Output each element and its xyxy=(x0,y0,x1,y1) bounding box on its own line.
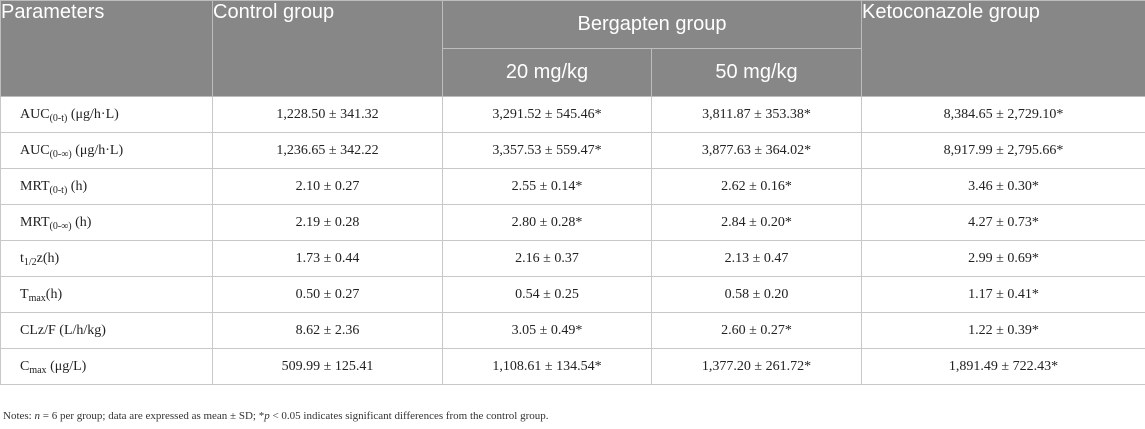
parameter-unit: (μg/L) xyxy=(46,358,87,374)
header-dose-50: 50 mg/kg xyxy=(650,48,863,97)
table-row: MRT(0-∞) (h) 2.19 ± 0.28 2.80 ± 0.28* 2.84 … xyxy=(0,204,1145,241)
parameter-subscript: (0-t) xyxy=(49,112,68,124)
header-control-group: Control group xyxy=(212,0,443,97)
header-row: Parameters Control group Bergapten group… xyxy=(0,0,1145,97)
cell-bergapten-50: 1,377.20 ± 261.72* xyxy=(650,348,863,385)
cell-bergapten-20: 3,291.52 ± 545.46* xyxy=(442,96,652,133)
parameter-name: MRT xyxy=(20,214,50,230)
cell-bergapten-20: 3,357.53 ± 559.47* xyxy=(442,132,652,169)
table-row: t1/2z(h) 1.73 ± 0.44 2.16 ± 0.37 2.13 ± 0.4… xyxy=(0,240,1145,277)
parameter-unit: z(h) xyxy=(36,250,60,266)
parameter-subscript: (0-∞) xyxy=(49,148,72,160)
parameter-unit: (μg/h·L) xyxy=(67,106,119,122)
table-row: Tmax(h) 0.50 ± 0.27 0.54 ± 0.25 0.58 ± 0.20… xyxy=(0,276,1145,313)
cell-bergapten-20: 2.55 ± 0.14* xyxy=(442,168,652,205)
cell-parameter: MRT(0-t) (h) xyxy=(0,168,213,205)
header-dose-20: 20 mg/kg xyxy=(442,48,652,97)
cell-parameter: MRT(0-∞) (h) xyxy=(0,204,213,241)
cell-bergapten-50: 2.60 ± 0.27* xyxy=(650,312,863,349)
table-notes: Notes: n = 6 per group; data are express… xyxy=(3,410,549,422)
table-row: AUC(0-∞) (μg/h·L) 1,236.65 ± 342.22 3,357.… xyxy=(0,132,1145,169)
cell-control: 1,228.50 ± 341.32 xyxy=(212,96,443,133)
table-row: AUC(0-t) (μg/h·L) 1,228.50 ± 341.32 3,291.… xyxy=(0,96,1145,133)
notes-p-variable: p xyxy=(264,410,270,422)
cell-control: 509.99 ± 125.41 xyxy=(212,348,443,385)
parameter-name: MRT xyxy=(20,178,50,194)
table-row: MRT(0-t) (h) 2.10 ± 0.27 2.55 ± 0.14* 2.62 … xyxy=(0,168,1145,205)
cell-ketoconazole: 1.17 ± 0.41* xyxy=(861,276,1145,313)
parameter-name: t xyxy=(20,250,24,266)
cell-control: 2.10 ± 0.27 xyxy=(212,168,443,205)
parameter-subscript: (0-∞) xyxy=(49,220,72,232)
cell-bergapten-50: 0.58 ± 0.20 xyxy=(650,276,863,313)
cell-parameter: t1/2z(h) xyxy=(0,240,213,277)
cell-control: 2.19 ± 0.28 xyxy=(212,204,443,241)
cell-bergapten-20: 2.80 ± 0.28* xyxy=(442,204,652,241)
cell-control: 8.62 ± 2.36 xyxy=(212,312,443,349)
cell-bergapten-20: 3.05 ± 0.49* xyxy=(442,312,652,349)
parameter-subscript: (0-t) xyxy=(49,184,68,196)
parameter-name: CLz/F (L/h/kg) xyxy=(20,322,106,338)
parameter-unit: (h) xyxy=(67,178,88,194)
cell-parameter: CLz/F (L/h/kg) xyxy=(0,312,213,349)
parameter-name: AUC xyxy=(20,106,50,122)
cell-bergapten-50: 2.84 ± 0.20* xyxy=(650,204,863,241)
header-ketoconazole-group: Ketoconazole group xyxy=(861,0,1145,97)
cell-ketoconazole: 1,891.49 ± 722.43* xyxy=(861,348,1145,385)
parameter-unit: (μg/h·L) xyxy=(71,142,124,158)
cell-ketoconazole: 8,917.99 ± 2,795.66* xyxy=(861,132,1145,169)
notes-n-variable: n xyxy=(34,410,40,422)
notes-tail: < 0.05 indicates significant differences… xyxy=(269,410,549,422)
parameter-name: AUC xyxy=(20,142,50,158)
cell-bergapten-20: 0.54 ± 0.25 xyxy=(442,276,652,313)
cell-bergapten-50: 2.13 ± 0.47 xyxy=(650,240,863,277)
cell-parameter: AUC(0-∞) (μg/h·L) xyxy=(0,132,213,169)
cell-bergapten-50: 3,877.63 ± 364.02* xyxy=(650,132,863,169)
subheader-row: 20 mg/kg 50 mg/kg xyxy=(1,48,1145,97)
table-row: Cmax (μg/L) 509.99 ± 125.41 1,108.61 ± 134… xyxy=(0,348,1145,385)
notes-middle: = 6 per group; data are expressed as mea… xyxy=(39,410,265,422)
cell-ketoconazole: 4.27 ± 0.73* xyxy=(861,204,1145,241)
cell-parameter: Tmax(h) xyxy=(0,276,213,313)
header-parameters: Parameters xyxy=(0,0,213,97)
parameter-subscript: max xyxy=(28,292,46,304)
parameter-unit: (h) xyxy=(45,286,63,302)
cell-control: 1.73 ± 0.44 xyxy=(212,240,443,277)
cell-ketoconazole: 2.99 ± 0.69* xyxy=(861,240,1145,277)
cell-ketoconazole: 3.46 ± 0.30* xyxy=(861,168,1145,205)
parameter-subscript: 1/2 xyxy=(23,256,37,268)
header-bergapten-group: Bergapten group xyxy=(441,0,863,49)
parameter-name: C xyxy=(20,358,30,374)
cell-bergapten-50: 3,811.87 ± 353.38* xyxy=(650,96,863,133)
notes-lead: Notes: xyxy=(3,410,35,422)
cell-bergapten-20: 2.16 ± 0.37 xyxy=(442,240,652,277)
cell-ketoconazole: 8,384.65 ± 2,729.10* xyxy=(861,96,1145,133)
cell-parameter: AUC(0-t) (μg/h·L) xyxy=(0,96,213,133)
cell-parameter: Cmax (μg/L) xyxy=(0,348,213,385)
cell-ketoconazole: 1.22 ± 0.39* xyxy=(861,312,1145,349)
parameter-unit: (h) xyxy=(71,214,92,230)
cell-control: 1,236.65 ± 342.22 xyxy=(212,132,443,169)
cell-bergapten-50: 2.62 ± 0.16* xyxy=(650,168,863,205)
cell-bergapten-20: 1,108.61 ± 134.54* xyxy=(442,348,652,385)
parameter-subscript: max xyxy=(29,364,47,376)
cell-control: 0.50 ± 0.27 xyxy=(212,276,443,313)
pharmacokinetics-table: Parameters Control group Bergapten group… xyxy=(0,0,1145,385)
parameter-name: T xyxy=(20,286,29,302)
table-row: CLz/F (L/h/kg) 8.62 ± 2.36 3.05 ± 0.49* 2.6… xyxy=(0,312,1145,349)
